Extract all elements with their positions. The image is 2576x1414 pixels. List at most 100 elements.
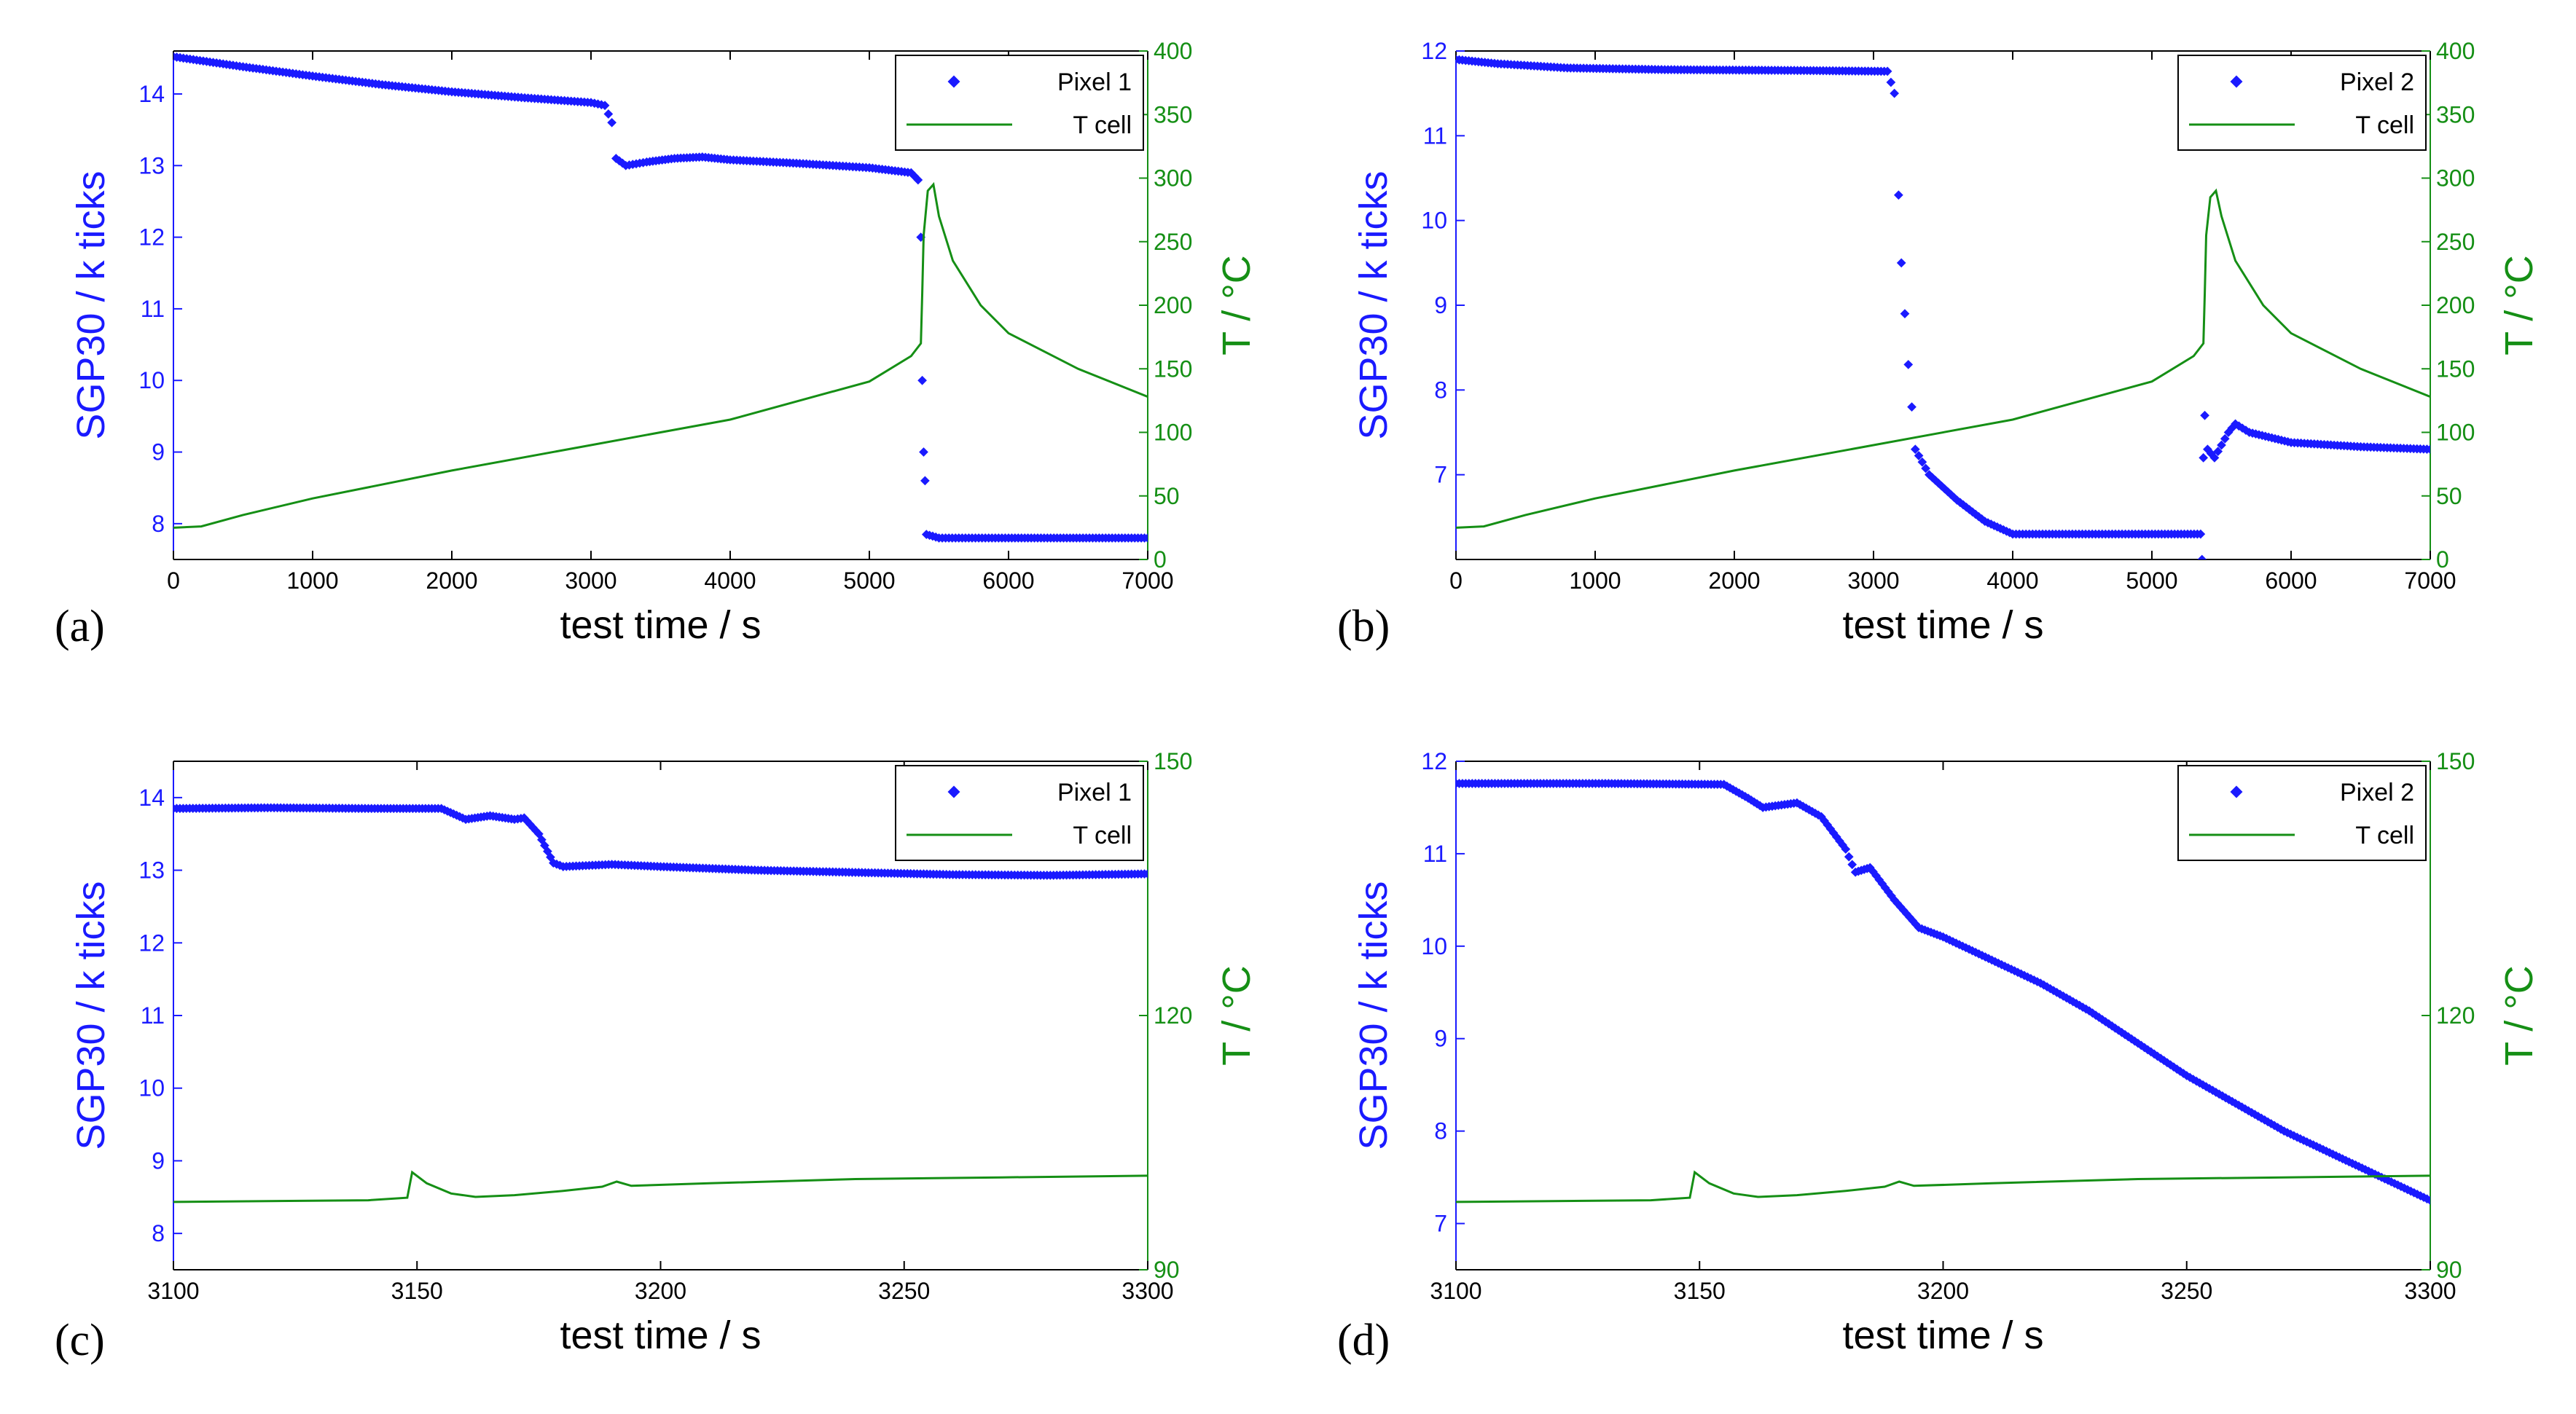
y2-axis-label: T / °C xyxy=(2497,255,2541,356)
panel-label: (d) xyxy=(1337,1316,1390,1365)
data-point-marker xyxy=(1917,457,1927,467)
y2-tick-label: 90 xyxy=(1154,1257,1180,1283)
data-point-marker xyxy=(1890,88,1900,98)
x-tick-label: 3150 xyxy=(391,1278,443,1304)
legend-label-t-cell: T cell xyxy=(2355,822,2414,849)
data-point-marker xyxy=(1907,402,1917,412)
legend-marker-pixel xyxy=(2230,785,2243,798)
y-tick-label: 10 xyxy=(1421,208,1447,234)
data-point-marker xyxy=(1921,463,1930,474)
legend-marker-pixel xyxy=(947,785,960,798)
x-tick-label: 4000 xyxy=(704,567,756,594)
y-tick-label: 11 xyxy=(141,1002,165,1029)
x-axis-label: test time / s xyxy=(560,1313,761,1357)
y2-tick-label: 120 xyxy=(2436,1002,2475,1029)
y-tick-label: 9 xyxy=(152,439,165,466)
y-tick-label: 9 xyxy=(152,1147,165,1174)
x-tick-label: 3100 xyxy=(147,1278,199,1304)
y2-tick-label: 100 xyxy=(2436,420,2475,446)
y2-tick-label: 150 xyxy=(1154,356,1192,382)
x-tick-label: 7000 xyxy=(2404,567,2456,594)
x-tick-label: 6000 xyxy=(982,567,1034,594)
y2-tick-label: 50 xyxy=(1154,483,1180,509)
data-point-marker xyxy=(2425,444,2430,455)
y2-tick-label: 400 xyxy=(2436,38,2475,64)
chart-panel-3: 3100 3150 3200 3250 3300 8 9 10 11 12 13 14 90 120 150… xyxy=(55,748,1258,1365)
x-tick-label: 3200 xyxy=(635,1278,686,1304)
y-axis-label: SGP30 / k ticks xyxy=(1352,881,1395,1150)
data-point-marker xyxy=(919,447,928,457)
x-tick-label: 1000 xyxy=(1569,567,1621,594)
plot-data xyxy=(173,803,1148,1203)
y2-axis-label: T / °C xyxy=(2497,965,2541,1066)
chart-panel-1: 0 1000 2000 3000 4000 5000 6000 700089101112131… xyxy=(55,38,1258,651)
x-tick-label: 2000 xyxy=(1708,567,1760,594)
legend-label-pixel: Pixel 2 xyxy=(2340,779,2414,806)
x-tick-label: 3100 xyxy=(1430,1278,1481,1304)
chart-panel-2: 0 1000 2000 3000 4000 5000 6000 7000 7 8 9 10 11 12 0 5… xyxy=(1337,38,2541,651)
legend-box xyxy=(895,55,1144,151)
y2-tick-label: 350 xyxy=(2436,101,2475,127)
legend-box xyxy=(2177,765,2427,861)
legend: Pixel 2 T cell xyxy=(2177,765,2427,861)
y-tick-label: 13 xyxy=(138,857,165,884)
y-tick-label: 8 xyxy=(152,511,165,537)
y-tick-label: 14 xyxy=(138,785,165,811)
data-point-marker xyxy=(603,109,614,119)
x-tick-label: 3300 xyxy=(1121,1278,1173,1304)
plot-data xyxy=(1456,55,2430,559)
y2-tick-label: 150 xyxy=(2436,748,2475,774)
y2-tick-label: 120 xyxy=(1154,1002,1192,1029)
x-tick-label: 3150 xyxy=(1674,1278,1726,1304)
legend-label-t-cell: T cell xyxy=(1073,822,1132,849)
y-tick-label: 8 xyxy=(1434,1118,1447,1144)
data-point-marker xyxy=(2197,554,2207,559)
y-tick-label: 12 xyxy=(138,930,165,956)
panel-label: (a) xyxy=(55,602,105,651)
data-point-marker xyxy=(2425,1195,2430,1206)
legend-label-pixel: Pixel 2 xyxy=(2340,68,2414,96)
data-point-marker xyxy=(1910,444,1920,455)
data-point-marker xyxy=(607,117,617,127)
y2-axis-label: T / °C xyxy=(1215,965,1258,1066)
series-line-t-cell xyxy=(1456,188,2430,529)
y-tick-label: 12 xyxy=(1421,748,1447,774)
y2-tick-label: 350 xyxy=(1154,101,1192,127)
x-tick-label: 5000 xyxy=(843,567,895,594)
legend-label-t-cell: T cell xyxy=(2355,111,2414,139)
legend-box xyxy=(2177,55,2427,151)
series-line-t-cell xyxy=(1456,1170,2430,1203)
y2-tick-label: 150 xyxy=(2436,356,2475,382)
y2-axis-label: T / °C xyxy=(1215,255,1258,356)
y2-tick-label: 150 xyxy=(1154,748,1192,774)
data-point-marker xyxy=(1903,360,1914,369)
y2-tick-label: 90 xyxy=(2436,1257,2462,1283)
y-tick-label: 11 xyxy=(1423,122,1447,149)
y2-tick-label: 300 xyxy=(1154,165,1192,192)
y-tick-label: 11 xyxy=(1423,841,1447,867)
x-tick-label: 3000 xyxy=(565,567,616,594)
data-point-marker xyxy=(1900,309,1910,318)
y-tick-label: 10 xyxy=(138,367,165,393)
data-point-marker xyxy=(1914,451,1924,460)
y2-tick-label: 250 xyxy=(1154,229,1192,255)
legend-label-pixel: Pixel 1 xyxy=(1057,779,1132,806)
x-axis-label: test time / s xyxy=(1842,603,2043,647)
y-axis-label: SGP30 / k ticks xyxy=(1352,170,1395,439)
y-tick-label: 10 xyxy=(138,1075,165,1101)
y-tick-label: 7 xyxy=(1434,462,1447,488)
x-tick-label: 3300 xyxy=(2404,1278,2456,1304)
y-tick-label: 9 xyxy=(1434,1026,1447,1052)
y-tick-label: 11 xyxy=(141,296,165,322)
x-axis-label: test time / s xyxy=(560,603,761,647)
y-tick-label: 12 xyxy=(138,224,165,251)
x-tick-label: 1000 xyxy=(286,567,338,594)
data-point-marker xyxy=(1894,190,1903,200)
x-tick-label: 3000 xyxy=(1847,567,1899,594)
series-line-t-cell xyxy=(173,1170,1148,1203)
x-tick-label: 0 xyxy=(1449,567,1463,594)
x-tick-label: 3200 xyxy=(1917,1278,1969,1304)
chart-panel-4: 3100 3150 3200 3250 3300 7 8 9 10 11 12 90 120 150 tes… xyxy=(1337,748,2541,1365)
y2-tick-label: 200 xyxy=(2436,292,2475,318)
